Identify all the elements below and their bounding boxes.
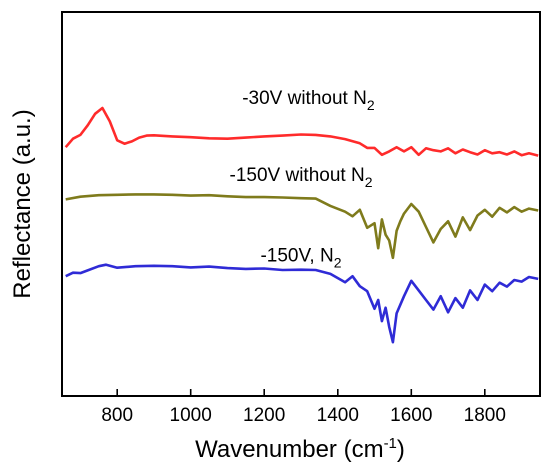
x-axis-title: Wavenumber (cm-1)	[195, 435, 405, 463]
series-label-3: -150V, N2	[260, 246, 341, 271]
x-tick-label: 1800	[464, 405, 506, 426]
series-layer	[64, 106, 539, 344]
series-label-subscript: 2	[365, 174, 373, 190]
x-tick-label: 1400	[317, 405, 359, 426]
series-label-subscript: 2	[334, 255, 342, 271]
series-line-2	[65, 193, 539, 260]
series-label-1: -30V without N2	[242, 88, 375, 113]
y-axis-title: Reflectance (a.u.)	[9, 109, 36, 298]
series-label-main: -30V without N	[242, 88, 367, 109]
plot-area: -30V without N2-150V without N2-150V, N2	[61, 11, 541, 397]
plot-frame	[61, 11, 541, 397]
x-axis: 800 1000 1200 1400 1600 1800	[101, 389, 506, 426]
x-tick-label: 1200	[243, 405, 285, 426]
series-label-2: -150V without N2	[230, 165, 373, 190]
x-tick-label: 800	[101, 405, 133, 426]
x-tick-label: 1600	[390, 405, 432, 426]
series-line-1	[64, 106, 539, 157]
x-axis-title-main: Wavenumber (cm	[195, 436, 383, 463]
series-line-3	[65, 263, 539, 344]
series-label-subscript: 2	[367, 97, 375, 113]
x-axis-title-superscript: -1	[384, 435, 397, 452]
series-label-main: -150V, N	[260, 246, 333, 267]
x-tick-label: 1000	[170, 405, 212, 426]
x-axis-title-suffix: )	[397, 436, 405, 463]
series-label-layer: -30V without N2-150V without N2-150V, N2	[230, 88, 375, 270]
series-label-main: -150V without N	[230, 165, 365, 186]
